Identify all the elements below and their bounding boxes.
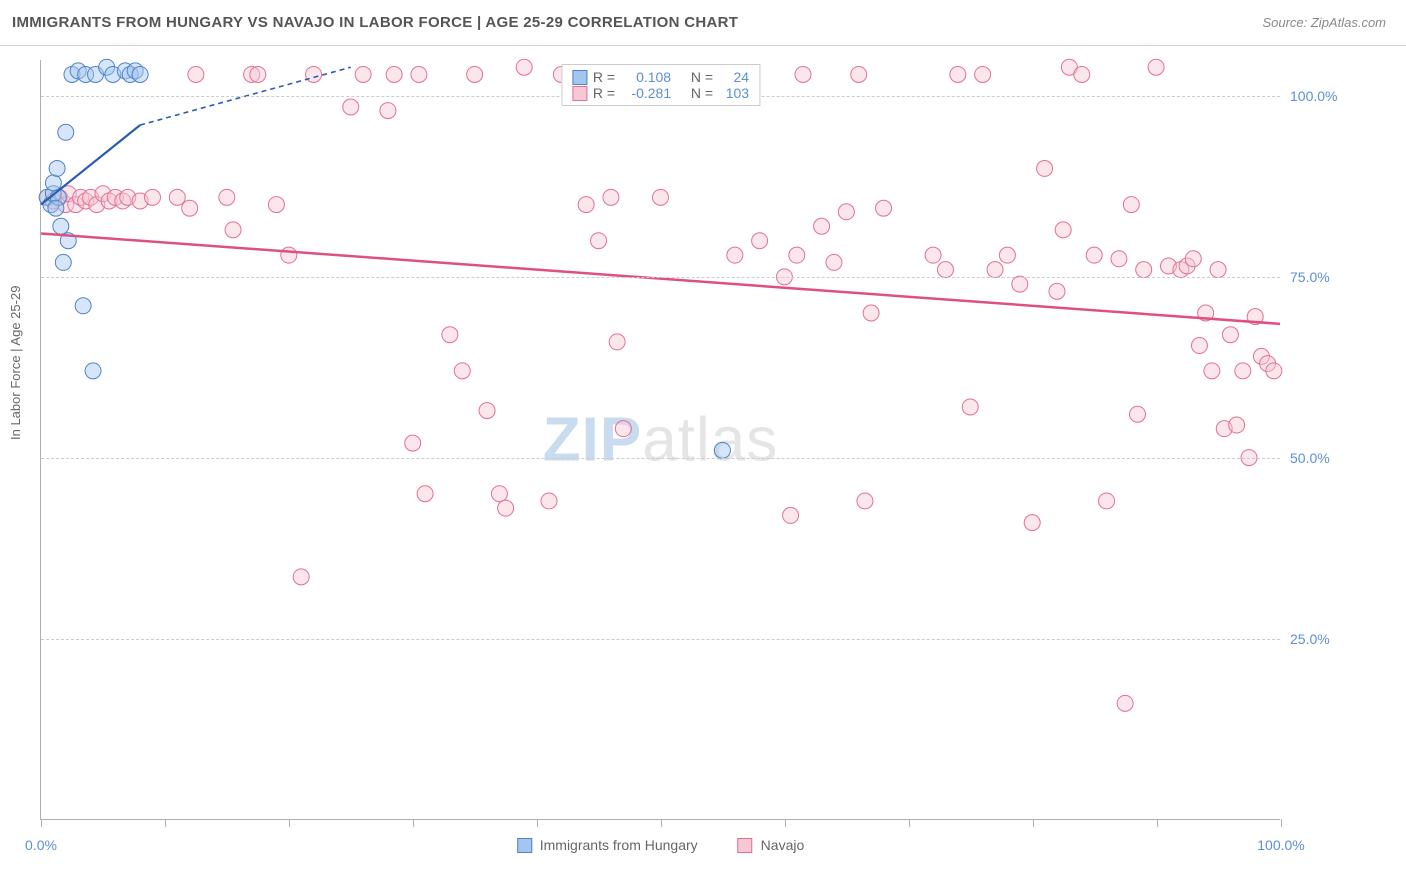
y-tick-label: 100.0% — [1290, 88, 1370, 104]
y-tick-label: 75.0% — [1290, 269, 1370, 285]
x-tick — [413, 819, 414, 827]
r-label: R = — [593, 85, 615, 101]
correlation-legend: R = 0.108 N = 24 R = -0.281 N = 103 — [561, 64, 760, 106]
y-tick-label: 50.0% — [1290, 450, 1370, 466]
gridline-h — [41, 458, 1280, 459]
n-label: N = — [691, 85, 713, 101]
x-tick — [909, 819, 910, 827]
x-tick — [1157, 819, 1158, 827]
swatch-hungary-icon — [517, 838, 532, 853]
x-tick — [785, 819, 786, 827]
plot-area: ZIPatlas 25.0%50.0%75.0%100.0% 0.0%100.0… — [40, 60, 1280, 820]
swatch-navajo-icon — [572, 86, 587, 101]
x-tick — [41, 819, 42, 827]
x-tick — [661, 819, 662, 827]
legend-label-hungary: Immigrants from Hungary — [540, 837, 698, 853]
chart-svg — [41, 60, 1280, 819]
swatch-hungary-icon — [572, 70, 587, 85]
source-label: Source: ZipAtlas.com — [1262, 15, 1386, 30]
n-label: N = — [691, 69, 713, 85]
x-tick — [1033, 819, 1034, 827]
correlation-row-navajo: R = -0.281 N = 103 — [572, 85, 749, 101]
x-tick — [537, 819, 538, 827]
x-tick-label: 0.0% — [25, 837, 57, 853]
n-value-navajo: 103 — [719, 85, 749, 101]
gridline-h — [41, 277, 1280, 278]
legend-label-navajo: Navajo — [761, 837, 805, 853]
legend-item-hungary: Immigrants from Hungary — [517, 837, 698, 853]
r-value-hungary: 0.108 — [621, 69, 671, 85]
series-legend: Immigrants from Hungary Navajo — [517, 837, 805, 853]
x-tick — [289, 819, 290, 827]
r-label: R = — [593, 69, 615, 85]
gridline-h — [41, 639, 1280, 640]
x-tick — [1281, 819, 1282, 827]
header-bar: IMMIGRANTS FROM HUNGARY VS NAVAJO IN LAB… — [0, 0, 1406, 46]
correlation-row-hungary: R = 0.108 N = 24 — [572, 69, 749, 85]
x-tick-label: 100.0% — [1257, 837, 1304, 853]
chart-title: IMMIGRANTS FROM HUNGARY VS NAVAJO IN LAB… — [12, 14, 738, 31]
r-value-navajo: -0.281 — [621, 85, 671, 101]
n-value-hungary: 24 — [719, 69, 749, 85]
x-tick — [165, 819, 166, 827]
y-tick-label: 25.0% — [1290, 631, 1370, 647]
y-axis-label: In Labor Force | Age 25-29 — [8, 286, 23, 440]
swatch-navajo-icon — [738, 838, 753, 853]
legend-item-navajo: Navajo — [738, 837, 805, 853]
